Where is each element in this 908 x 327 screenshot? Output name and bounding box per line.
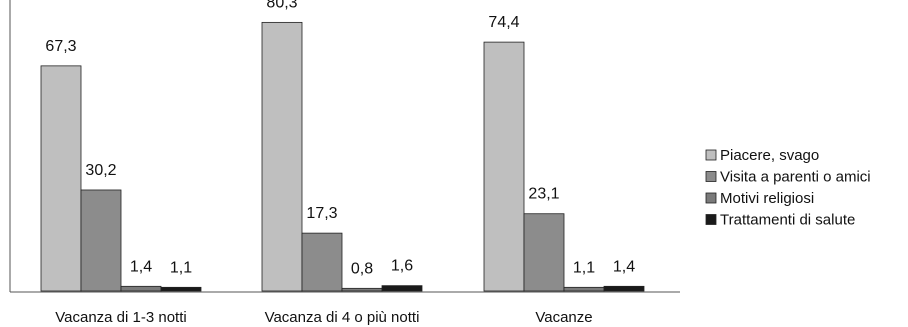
bar-trattamenti-salute-2	[381, 285, 423, 292]
bars-group	[40, 21, 645, 292]
category-labels-group: Vacanza di 1-3 notti Vacanza di 4 o più n…	[55, 309, 592, 326]
legend-swatch-piacere-svago	[705, 149, 717, 161]
category-label-3: Vacanze	[535, 309, 592, 326]
bar-visita-parenti-amici-2	[301, 232, 343, 292]
value-label-motivi-religiosi-3: 1,1	[573, 259, 595, 276]
bar-motivi-religiosi-3	[563, 286, 605, 292]
bar-visita-parenti-amici-1	[80, 189, 122, 292]
value-label-motivi-religiosi-2: 0,8	[351, 260, 373, 277]
category-label-2: Vacanza di 4 o più notti	[265, 309, 420, 326]
legend-swatch-visita-parenti-amici	[705, 171, 717, 182]
bar-piacere-svago-1	[40, 65, 82, 292]
value-label-trattamenti-salute-2: 1,6	[391, 258, 413, 275]
category-label-1: Vacanza di 1-3 notti	[55, 309, 186, 326]
legend-swatch-trattamenti-salute	[705, 214, 717, 225]
bar-piacere-svago-2	[261, 21, 303, 292]
value-label-trattamenti-salute-3: 1,4	[613, 258, 635, 275]
legend-swatch-motivi-religiosi	[705, 192, 717, 204]
legend: Piacere, svago Visita a parenti o amici Mo…	[705, 147, 871, 229]
value-label-visita-parenti-amici-1: 30,2	[85, 162, 116, 179]
bar-trattamenti-salute-3	[603, 285, 645, 292]
bar-motivi-religiosi-2	[341, 287, 383, 292]
value-label-trattamenti-salute-1: 1,1	[170, 259, 192, 276]
value-label-piacere-svago-2: 80,3	[266, 0, 297, 11]
value-label-visita-parenti-amici-2: 17,3	[306, 205, 337, 222]
bar-visita-parenti-amici-3	[523, 213, 565, 292]
legend-label-motivi-religiosi: Motivi religiosi	[720, 190, 814, 207]
legend-label-trattamenti-salute: Trattamenti di salute	[720, 212, 855, 229]
bar-motivi-religiosi-1	[120, 285, 162, 292]
value-label-piacere-svago-3: 74,4	[488, 14, 519, 31]
legend-label-piacere-svago: Piacere, svago	[720, 147, 819, 164]
value-labels-group: 67,3 30,2 1,4 1,1 80,3 17,3 0,8 1,6 74,4 23,1 1,1 1…	[45, 0, 635, 277]
bar-piacere-svago-3	[483, 41, 525, 292]
legend-label-visita-parenti-amici: Visita a parenti o amici	[720, 169, 871, 186]
value-label-visita-parenti-amici-3: 23,1	[528, 186, 559, 203]
value-label-motivi-religiosi-1: 1,4	[130, 258, 152, 275]
bar-trattamenti-salute-1	[160, 286, 202, 292]
value-label-piacere-svago-1: 67,3	[45, 38, 76, 55]
